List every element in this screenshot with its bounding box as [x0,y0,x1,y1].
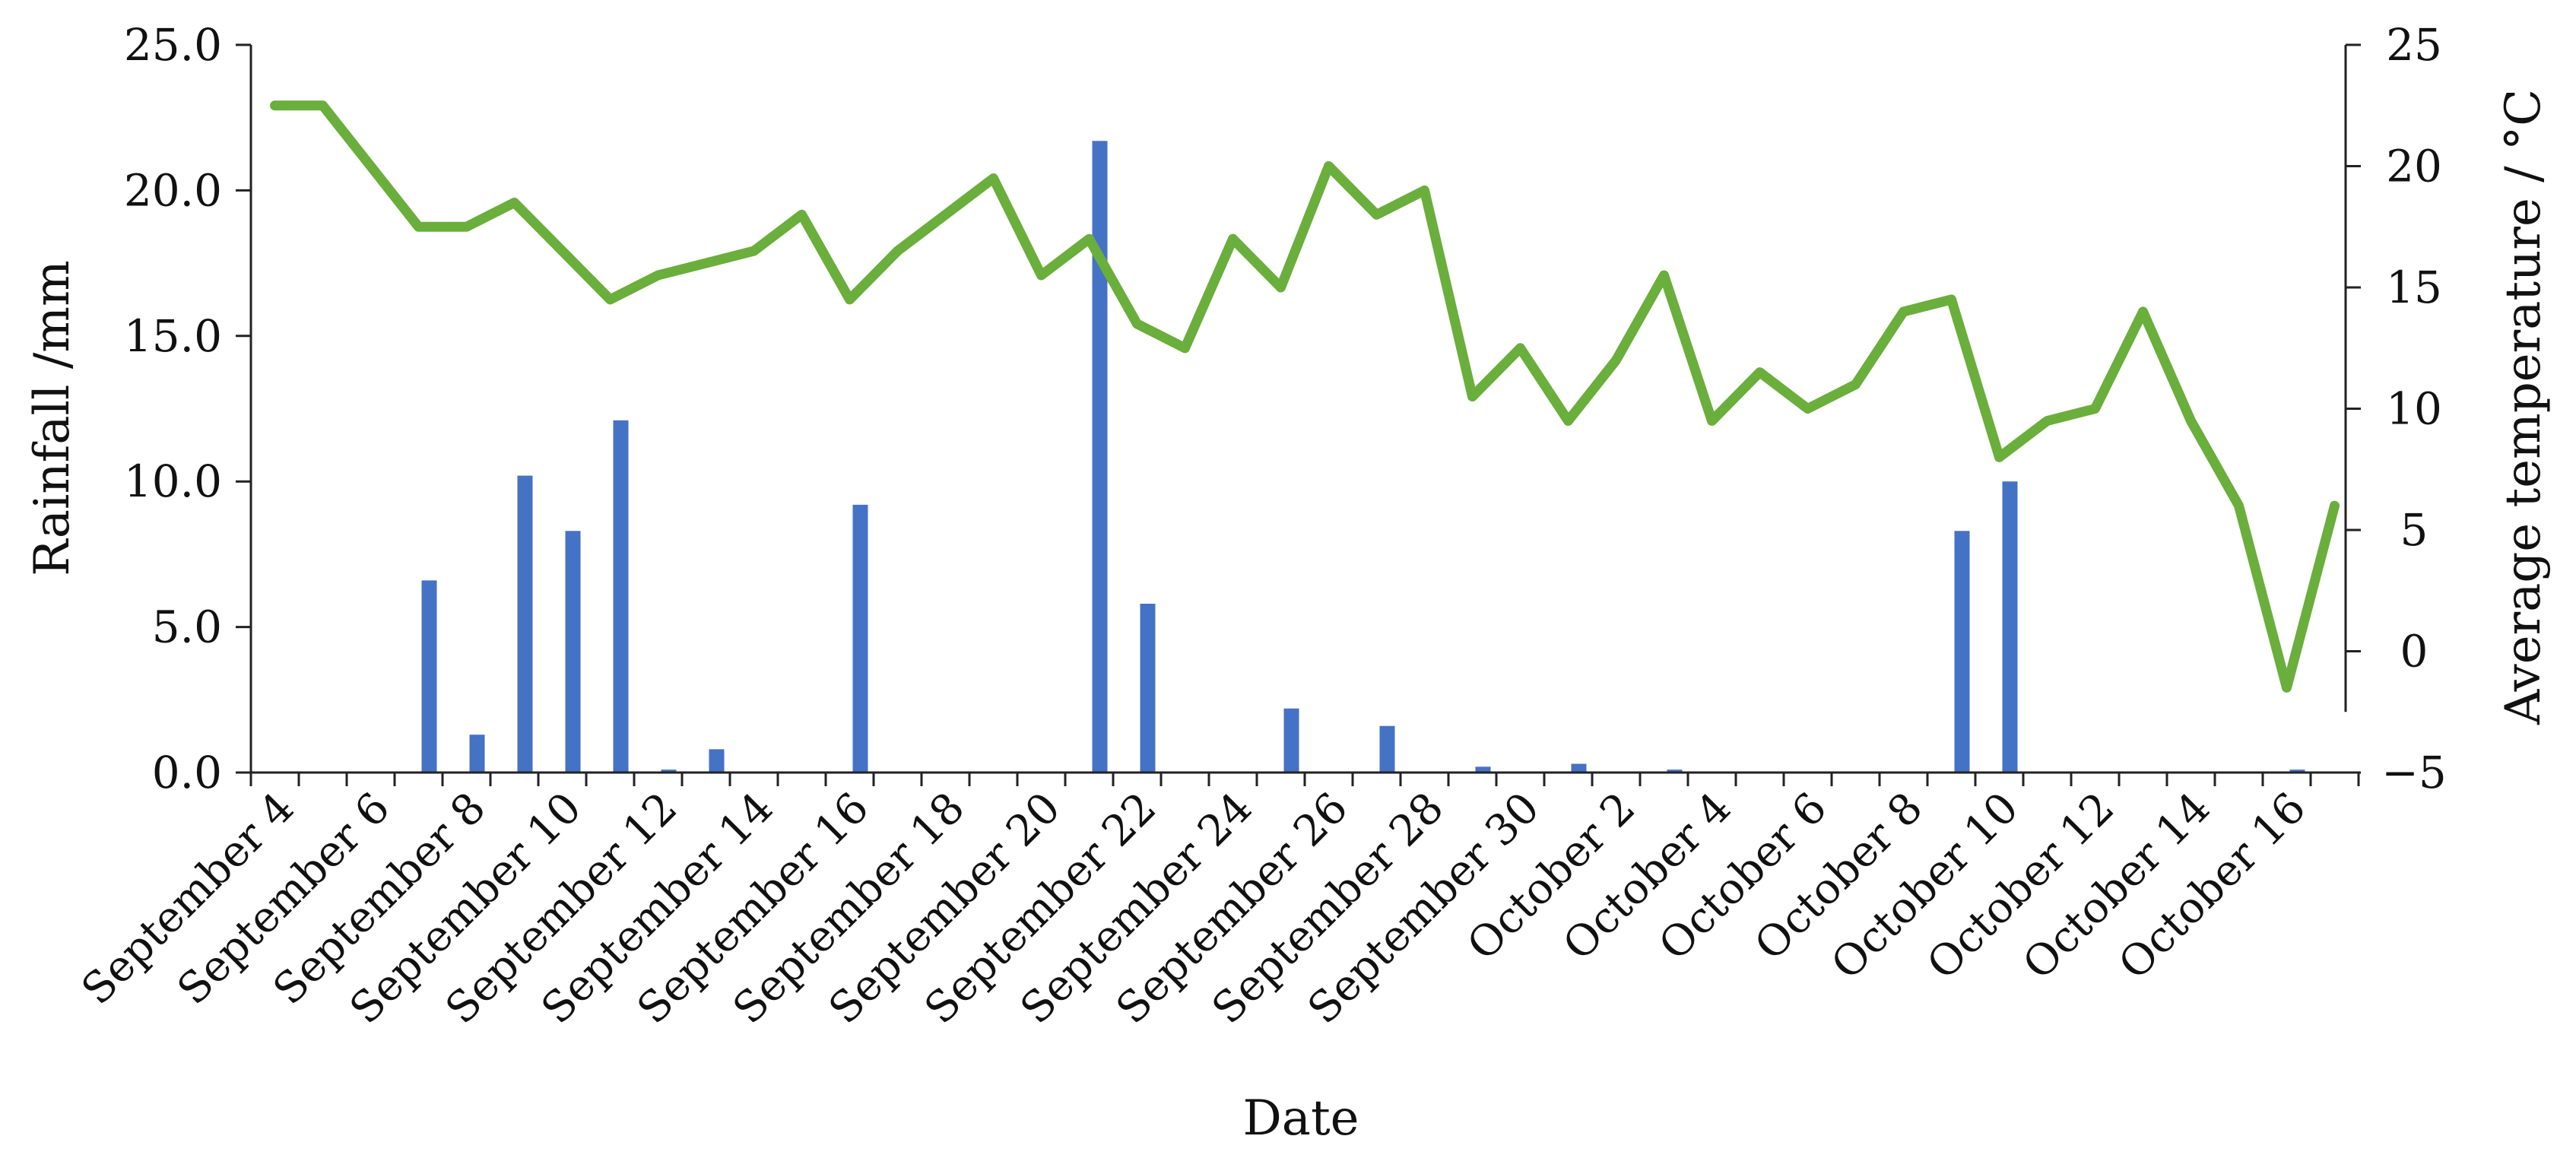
y-left-tick-label: 25.0 [124,19,222,71]
y-axis-right-label: Average temperature / °C [2495,89,2552,725]
rainfall-bar [1283,708,1299,773]
rainfall-bar [2002,481,2018,773]
rainfall-bars [421,141,2305,773]
rainfall-bar [469,735,485,773]
y-left-tick-label: 10.0 [124,455,222,507]
y-right-tick-label: 10 [2386,383,2442,435]
rainfall-bar [852,504,868,773]
y-right-tick-label: −5 [2381,747,2447,798]
rainfall-bar [613,420,629,773]
y-right-tick-label: 15 [2386,262,2442,313]
y-left-tick-label: 15.0 [124,310,222,362]
rainfall-bar [421,580,437,773]
y-left-tick-label: 5.0 [152,601,222,653]
y-left-tick-label: 20.0 [124,164,222,216]
rainfall-bar [517,475,533,773]
y-right-tick-label: 5 [2400,504,2428,556]
y-right-tick-label: 0 [2400,626,2428,677]
rainfall-bar [1667,769,1683,773]
rainfall-bar [565,531,581,773]
rainfall-bar [709,749,725,773]
y-right-tick-label: 25 [2386,19,2442,71]
y-axis-left-label: Rainfall /mm [24,260,81,576]
x-axis-label: Date [1242,1090,1359,1147]
axes: 0.05.010.015.020.025.0−50510152025Septem… [72,19,2447,1033]
rainfall-bar [1379,725,1395,773]
axis-labels: Date Rainfall /mm Average temperature / … [24,89,2552,1147]
rainfall-bar [1475,766,1491,773]
y-right-tick-label: 20 [2386,141,2442,192]
rainfall-bar [1954,531,1970,773]
rainfall-bar [1571,763,1587,773]
temperature-line [270,100,2340,693]
rainfall-bar [661,769,677,773]
rainfall-bar [2289,769,2305,773]
rainfall-bar [1092,141,1108,773]
temperature-line-path [270,100,2340,693]
rainfall-bar [1140,603,1156,773]
y-left-tick-label: 0.0 [152,747,222,798]
